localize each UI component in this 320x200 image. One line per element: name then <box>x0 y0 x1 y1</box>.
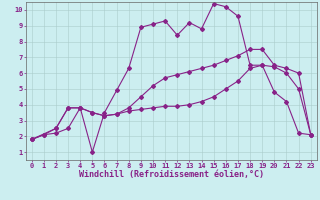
X-axis label: Windchill (Refroidissement éolien,°C): Windchill (Refroidissement éolien,°C) <box>79 170 264 179</box>
